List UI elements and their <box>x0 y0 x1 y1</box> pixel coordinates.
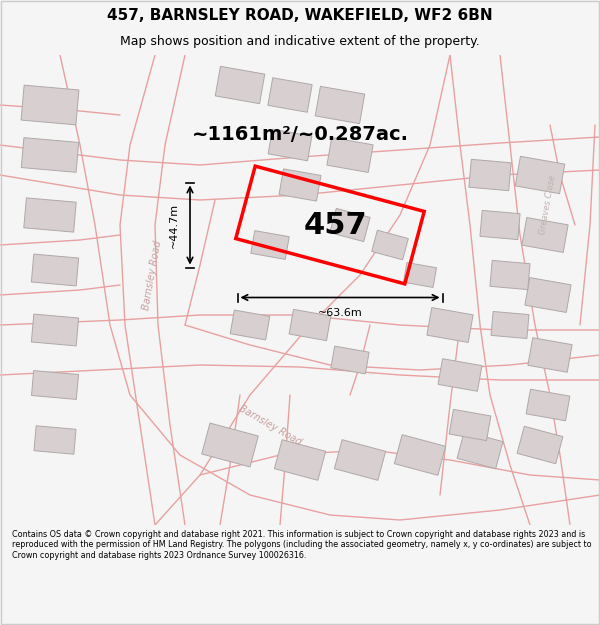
Text: Barnsley Road: Barnsley Road <box>237 403 303 447</box>
Polygon shape <box>230 310 270 340</box>
Polygon shape <box>31 314 79 346</box>
Polygon shape <box>315 86 365 124</box>
Text: Greaves Close: Greaves Close <box>538 174 557 236</box>
Polygon shape <box>490 261 530 289</box>
Polygon shape <box>371 230 409 260</box>
Polygon shape <box>279 169 321 201</box>
Polygon shape <box>403 262 437 288</box>
Polygon shape <box>394 435 446 475</box>
Polygon shape <box>517 426 563 464</box>
Text: ~1161m²/~0.287ac.: ~1161m²/~0.287ac. <box>191 126 409 144</box>
Polygon shape <box>327 138 373 172</box>
Polygon shape <box>331 346 369 374</box>
Polygon shape <box>34 426 76 454</box>
Polygon shape <box>469 159 511 191</box>
Text: ~44.7m: ~44.7m <box>169 202 179 248</box>
Text: Contains OS data © Crown copyright and database right 2021. This information is : Contains OS data © Crown copyright and d… <box>12 530 592 560</box>
Polygon shape <box>427 308 473 342</box>
Polygon shape <box>202 423 258 467</box>
Polygon shape <box>251 231 289 259</box>
Polygon shape <box>457 431 503 469</box>
Polygon shape <box>526 389 570 421</box>
Text: ~63.6m: ~63.6m <box>317 308 362 318</box>
Text: 457: 457 <box>303 211 367 239</box>
Polygon shape <box>528 338 572 372</box>
Polygon shape <box>334 440 386 480</box>
Polygon shape <box>289 309 331 341</box>
Polygon shape <box>480 211 520 239</box>
Polygon shape <box>215 66 265 104</box>
Polygon shape <box>274 440 326 480</box>
Polygon shape <box>31 371 79 399</box>
Polygon shape <box>268 129 312 161</box>
Polygon shape <box>24 198 76 232</box>
Polygon shape <box>330 208 370 242</box>
Polygon shape <box>438 359 482 391</box>
Text: Barnsley Road: Barnsley Road <box>141 239 163 311</box>
Polygon shape <box>522 217 568 252</box>
Polygon shape <box>268 78 312 112</box>
Polygon shape <box>525 278 571 312</box>
Polygon shape <box>515 156 565 194</box>
Polygon shape <box>21 138 79 172</box>
Polygon shape <box>21 85 79 125</box>
Polygon shape <box>31 254 79 286</box>
Polygon shape <box>491 311 529 339</box>
Polygon shape <box>449 409 491 441</box>
Text: 457, BARNSLEY ROAD, WAKEFIELD, WF2 6BN: 457, BARNSLEY ROAD, WAKEFIELD, WF2 6BN <box>107 8 493 23</box>
Text: Map shows position and indicative extent of the property.: Map shows position and indicative extent… <box>120 35 480 48</box>
